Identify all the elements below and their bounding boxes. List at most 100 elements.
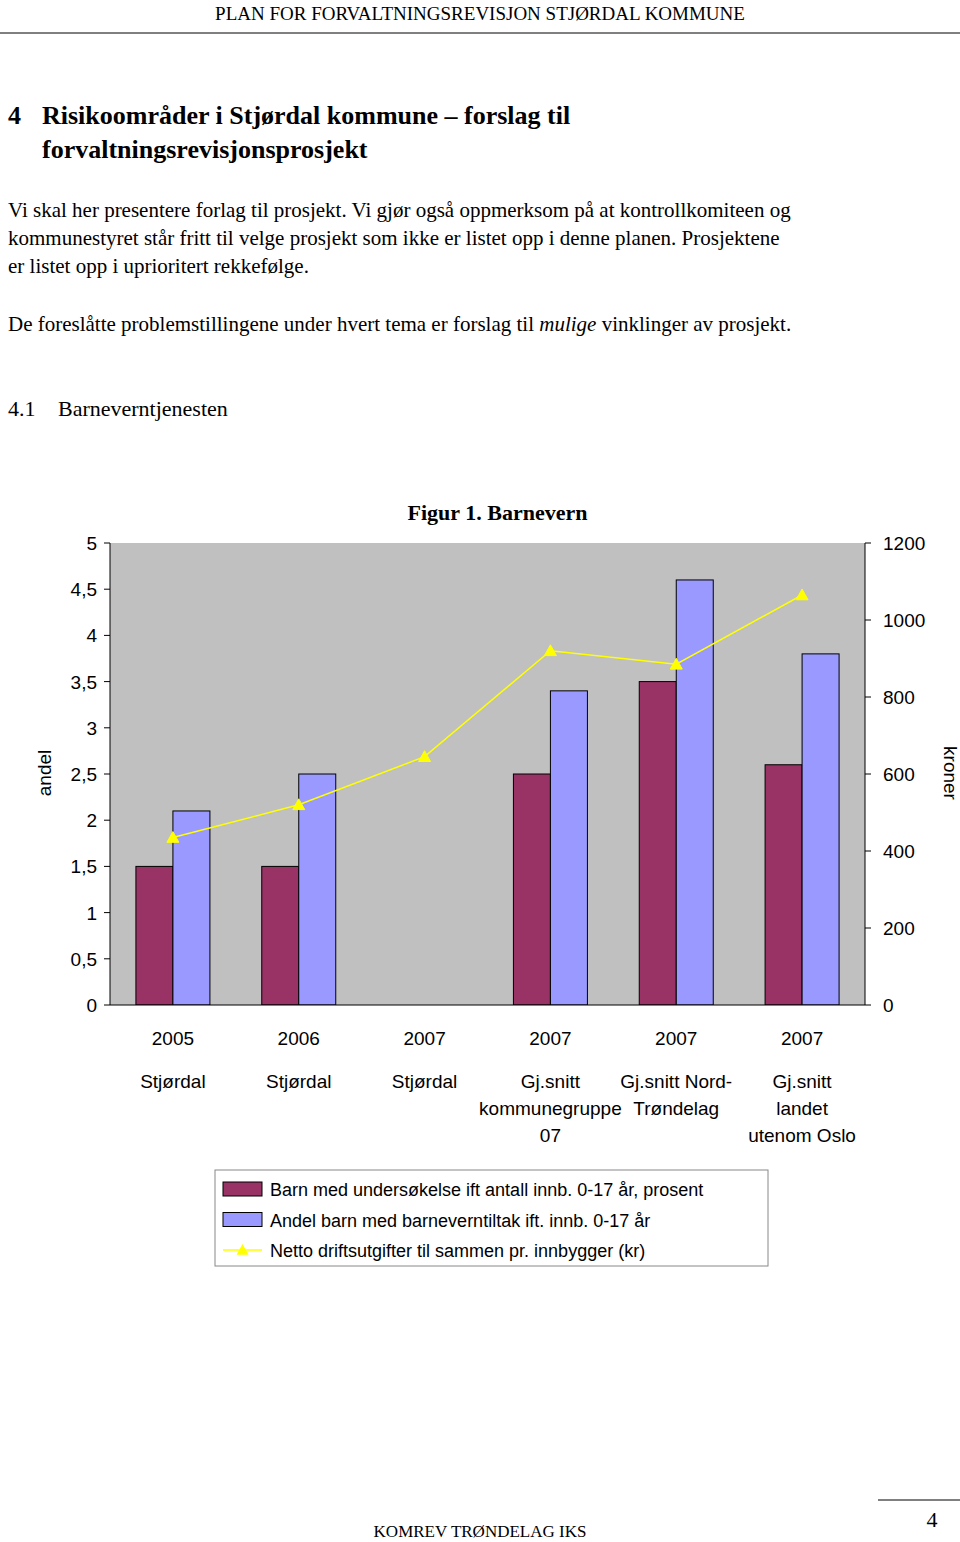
category-line: 07 (540, 1125, 561, 1146)
legend-label: Barn med undersøkelse ift antall innb. 0… (270, 1180, 703, 1200)
bar (550, 691, 587, 1005)
markers (167, 589, 808, 842)
y2-tick (865, 543, 871, 544)
bar (513, 774, 550, 1005)
bar (802, 654, 839, 1005)
y-tick-label: 0,5 (71, 949, 97, 970)
category-line: 2007 (403, 1028, 445, 1049)
category-line: Stjørdal (266, 1071, 331, 1092)
y2-tick-label: 200 (883, 918, 915, 939)
y-tick (104, 1005, 110, 1006)
y-tick-label: 3,5 (71, 672, 97, 693)
chart-title: Figur 1. Barnevern (408, 500, 588, 525)
bar (136, 866, 173, 1005)
category-label: 2007 Stjørdal (392, 1028, 457, 1092)
y2-tick (865, 620, 871, 621)
category-line: Gj.snitt (521, 1071, 581, 1092)
y-tick (104, 958, 110, 959)
y-tick (104, 589, 110, 590)
legend-box (215, 1170, 768, 1266)
y-tick (104, 820, 110, 821)
y2-tick-label: 1000 (883, 610, 925, 631)
y-tick-label: 1,5 (71, 856, 97, 877)
section-title: Barneverntjenesten (58, 396, 228, 421)
legend-label: Andel barn med barneverntiltak ift. innb… (270, 1211, 650, 1231)
y2-tick (865, 1005, 871, 1006)
y-axis-label: andel (34, 750, 55, 797)
y-tick-label: 4 (86, 625, 97, 646)
category-label: 2005 Stjørdal (140, 1028, 205, 1092)
paragraph-part: mulige (539, 312, 596, 336)
heading-line: Risikoområder i Stjørdal kommune – forsl… (42, 101, 570, 130)
heading-number: 4 (8, 101, 21, 130)
footer-rule (878, 1500, 960, 1501)
y2-tick (865, 697, 871, 698)
legend-swatch (223, 1182, 262, 1196)
chart: Figur 1. Barnevern 0 0,5 1 1,5 2 2,5 3 3,5 4 4,5 5 0… (34, 500, 960, 1266)
category-line: Stjørdal (392, 1071, 457, 1092)
paragraph-line: Vi skal her presentere forlag til prosje… (8, 198, 791, 222)
paragraph-line: De foreslåtte problemstillingene under h… (8, 312, 791, 336)
y-tick (104, 727, 110, 728)
bar (262, 866, 299, 1005)
y2-tick (865, 928, 871, 929)
legend: Barn med undersøkelse ift antall innb. 0… (215, 1170, 768, 1266)
y-tick (104, 543, 110, 544)
x-axis (110, 1005, 865, 1006)
y2-axis-label: kroner (940, 746, 960, 801)
page: Plan for forvaltningsrevisjon Stjørdal k… (0, 0, 960, 1542)
heading-line: forvaltningsrevisjonsprosjekt (42, 135, 368, 164)
y-tick (104, 774, 110, 775)
paragraph-part: vinklinger av prosjekt. (596, 312, 791, 336)
y-tick-label: 2,5 (71, 764, 97, 785)
category-label: 2007 Gj.snitt landet utenom Oslo (748, 1028, 856, 1146)
y-tick-label: 3 (86, 718, 97, 739)
y-tick-label: 2 (86, 810, 97, 831)
category-line: 2006 (278, 1028, 320, 1049)
category-line: landet (776, 1098, 828, 1119)
y-tick (104, 635, 110, 636)
bar (676, 580, 713, 1005)
y-tick-label: 1 (86, 903, 97, 924)
bar (173, 811, 210, 1005)
y2-tick-label: 0 (883, 995, 894, 1016)
header-rule (0, 33, 960, 34)
category-line: Gj.snitt (773, 1071, 833, 1092)
section-number: 4.1 (8, 396, 36, 421)
y2-tick-label: 1200 (883, 533, 925, 554)
legend-swatch (223, 1213, 262, 1227)
bar (765, 765, 802, 1005)
y2-tick (865, 851, 871, 852)
paragraph-part: De foreslåtte problemstillingene under h… (8, 312, 539, 336)
running-title: Plan for forvaltningsrevisjon Stjørdal k… (215, 3, 745, 24)
footer-organisation: KomRev Trøndelag IKS (374, 1522, 587, 1541)
paragraph-line: er listet opp i uprioritert rekkefølge. (8, 254, 309, 278)
category-line: Stjørdal (140, 1071, 205, 1092)
bar (639, 682, 676, 1005)
category-line: 2007 (655, 1028, 697, 1049)
category-line: 2005 (152, 1028, 194, 1049)
y2-tick-label: 800 (883, 687, 915, 708)
page-number: 4 (927, 1507, 938, 1532)
y-tick-label: 4,5 (71, 579, 97, 600)
y-tick (104, 912, 110, 913)
y-tick-label: 0 (86, 995, 97, 1016)
category-label: 2006 Stjørdal (266, 1028, 331, 1092)
marks (136, 580, 839, 1005)
line (173, 595, 802, 838)
category-line: Gj.snitt Nord- (620, 1071, 732, 1092)
marker (796, 589, 808, 600)
category-label: 2007 Gj.snitt Nord- Trøndelag (620, 1028, 732, 1119)
plot-area (110, 543, 865, 1005)
category-line: 2007 (529, 1028, 571, 1049)
y-tick-label: 5 (86, 533, 97, 554)
legend-label: Netto driftsutgifter til sammen pr. innb… (270, 1241, 645, 1261)
category-label: 2007Gj.snittkommunegruppe07 (479, 1028, 622, 1146)
legend-marker (237, 1244, 249, 1255)
y2-tick (865, 774, 871, 775)
category-line: utenom Oslo (748, 1125, 856, 1146)
y2-tick-label: 400 (883, 841, 915, 862)
category-line: Trøndelag (633, 1098, 719, 1119)
category-line: 2007 (781, 1028, 823, 1049)
y-tick (104, 681, 110, 682)
